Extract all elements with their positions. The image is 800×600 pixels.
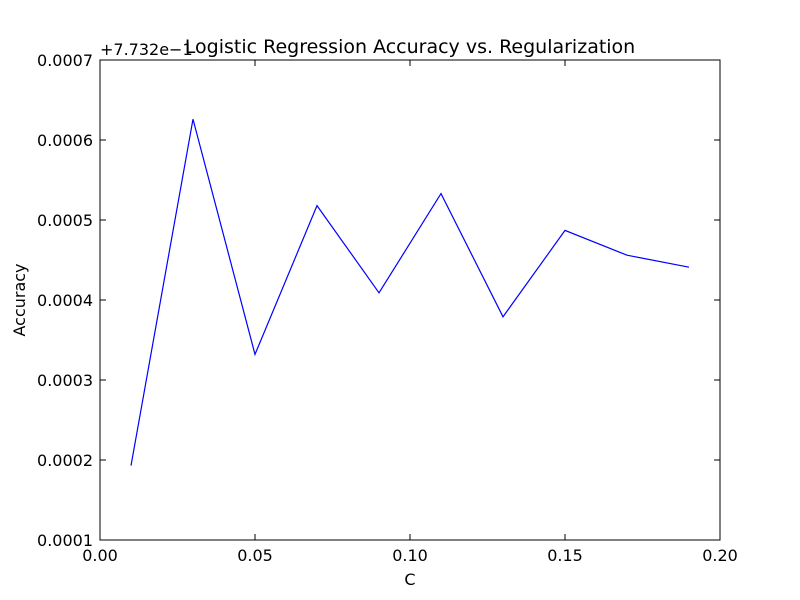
y-tick-label: 0.0007 [37,51,93,70]
x-tick-label: 0.10 [392,546,428,565]
y-offset-label: +7.732e−1 [100,40,193,59]
series-line-0 [130,119,690,466]
plot-frame [99,59,721,541]
x-axis-label: C [404,570,415,589]
plot-area: 0.00 0.05 0.10 0.15 0.20 0.0001 0.0002 0.0003 0.… [37,51,738,565]
x-tick-label: 0.15 [547,546,583,565]
x-tick-label: 0.20 [702,546,738,565]
y-axis-label: Accuracy [10,263,29,336]
x-tick-label: 0.05 [237,546,273,565]
y-tick-label: 0.0005 [37,211,93,230]
y-tick-label: 0.0004 [37,291,93,310]
chart-title: Logistic Regression Accuracy vs. Regular… [185,36,635,58]
y-tick-label: 0.0002 [37,451,93,470]
y-tick-label: 0.0001 [37,531,93,550]
y-tick-label: 0.0006 [37,131,93,150]
y-tick-label: 0.0003 [37,371,93,390]
x-tick-label: 0.00 [82,546,118,565]
